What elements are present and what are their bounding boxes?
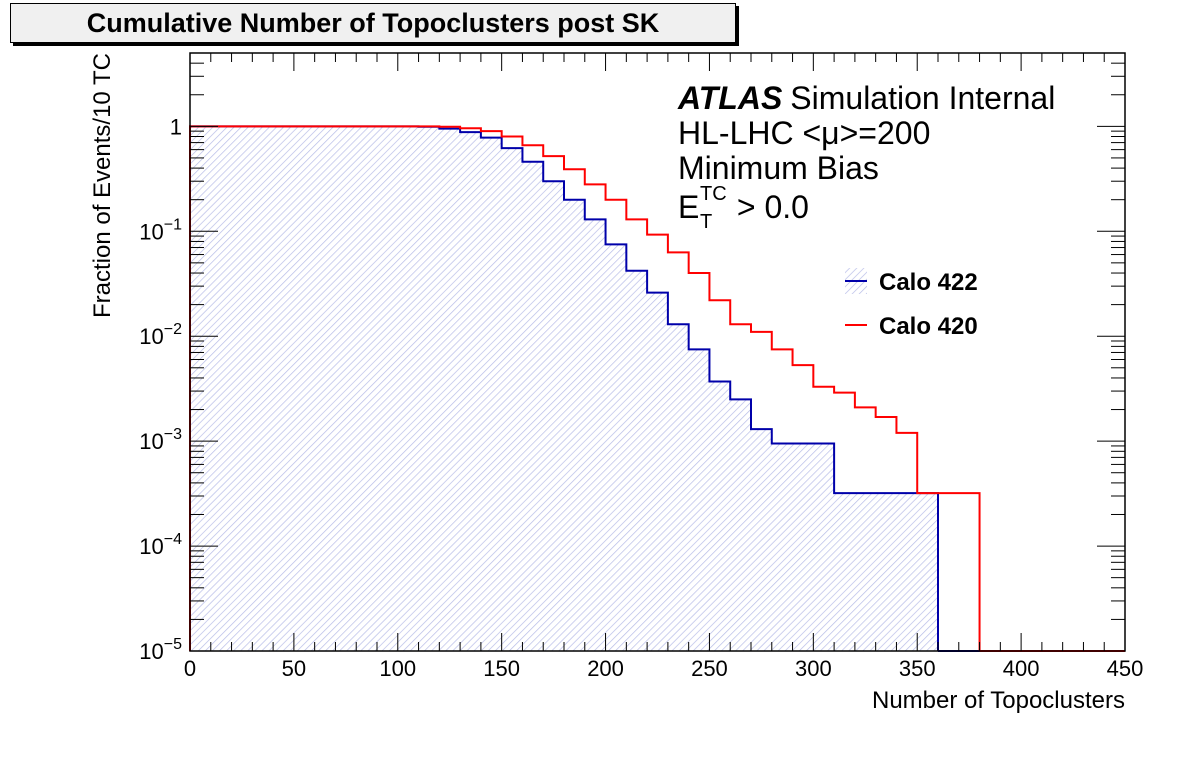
et-symbol: E xyxy=(678,189,699,225)
y-tick-label: 10−2 xyxy=(139,321,182,349)
legend: Calo 422 Calo 420 xyxy=(845,268,978,340)
tick-labels-layer: 0 50 100 150 200 250 300 350 400 450 1 10−1 10−2 10−3… xyxy=(139,114,1143,681)
chart-title: Cumulative Number of Topoclusters post S… xyxy=(10,3,736,43)
series-line-calo-420 xyxy=(189,125,981,651)
y-tick-label: 10−5 xyxy=(139,636,182,664)
atlas-label-bold: ATLAS xyxy=(677,80,783,116)
x-tick-label: 100 xyxy=(379,656,416,681)
x-tick-label: 300 xyxy=(795,656,832,681)
annotation-sample: Minimum Bias xyxy=(678,150,879,186)
et-superscript: TC xyxy=(700,183,727,205)
ticks-layer xyxy=(189,52,1126,652)
x-tick-label: 400 xyxy=(1003,656,1040,681)
legend-label-calo-420: Calo 420 xyxy=(879,313,978,340)
x-tick-label: 50 xyxy=(282,656,306,681)
legend-entry-calo-422: Calo 422 xyxy=(845,268,978,296)
series-fill-layer xyxy=(190,126,938,651)
et-subscript: T xyxy=(700,211,712,233)
x-tick-label: 200 xyxy=(587,656,624,681)
x-tick-label: 250 xyxy=(691,656,728,681)
x-tick-label: 150 xyxy=(483,656,520,681)
x-tick-label: 350 xyxy=(899,656,936,681)
y-tick-label: 1 xyxy=(170,114,182,139)
series-fill-calo-422 xyxy=(190,126,938,651)
legend-entry-calo-420: Calo 420 xyxy=(845,313,978,340)
annotation-pileup: HL-LHC <μ>=200 xyxy=(678,115,930,151)
annotation-et-cut: E TC T > 0.0 xyxy=(678,183,809,233)
x-tick-label: 0 xyxy=(184,656,196,681)
x-axis-title: Number of Topoclusters xyxy=(872,687,1125,714)
y-tick-label: 10−1 xyxy=(139,216,182,244)
atlas-label-suffix: Simulation Internal xyxy=(790,80,1055,116)
et-value: > 0.0 xyxy=(728,189,809,225)
y-tick-label: 10−3 xyxy=(139,426,182,454)
y-tick-label: 10−4 xyxy=(139,531,182,559)
atlas-label: ATLAS Simulation Internal xyxy=(677,80,1055,116)
x-tick-label: 450 xyxy=(1107,656,1144,681)
y-axis-title: Fraction of Events/10 TC xyxy=(89,53,116,318)
legend-label-calo-422: Calo 422 xyxy=(879,269,978,296)
